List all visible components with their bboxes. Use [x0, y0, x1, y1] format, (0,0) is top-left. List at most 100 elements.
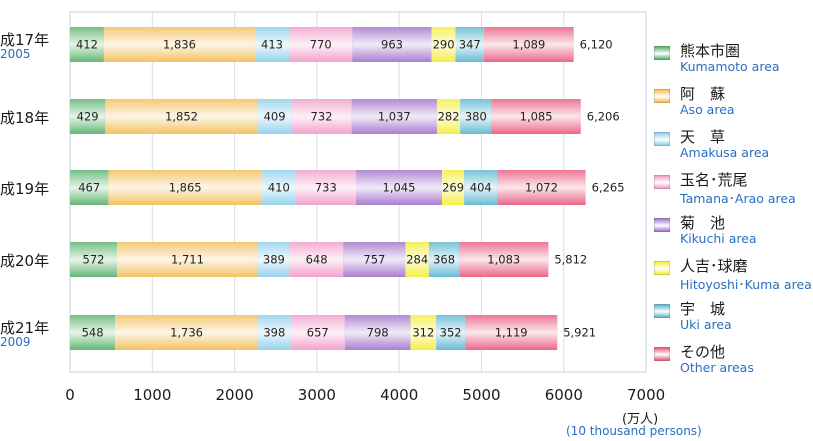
data-label: 1,072	[525, 181, 558, 195]
y-category-year: 2009	[0, 335, 31, 349]
legend-item: 菊 池 Kikuchi area	[652, 212, 812, 255]
x-axis-unit-jp: (万人)	[622, 412, 659, 427]
legend-swatch	[654, 132, 670, 146]
legend-label-en: Other areas	[680, 360, 754, 375]
bar-segment-highlight	[410, 315, 437, 350]
legend-item: 天 草 Amakusa area	[652, 126, 812, 169]
x-tick-label: 1000	[133, 386, 171, 404]
data-label: 798	[367, 326, 389, 340]
bar-segment-highlight	[459, 242, 549, 277]
data-label: 410	[268, 181, 290, 195]
bar-segment-highlight	[428, 242, 460, 277]
x-tick-label: 2000	[216, 386, 254, 404]
legend-label-jp: その他	[680, 343, 726, 361]
data-label: 572	[83, 253, 105, 267]
bar-segment-highlight	[105, 99, 258, 134]
total-label: 5,812	[554, 253, 587, 267]
legend-label-jp: 阿 蘇	[680, 85, 726, 103]
bar-segment-highlight	[289, 27, 353, 62]
data-label: 657	[307, 326, 329, 340]
data-label: 1,085	[520, 110, 553, 124]
bar-segment-highlight	[115, 315, 258, 350]
data-label: 1,089	[512, 38, 545, 52]
bar-segment-highlight	[352, 27, 432, 62]
legend-label-en: Amakusa area	[680, 145, 770, 160]
y-category-label: 成18年	[0, 109, 50, 127]
bar-segment-highlight	[484, 27, 574, 62]
y-category-year: 2005	[0, 47, 31, 61]
data-label: 312	[412, 326, 434, 340]
bar-segment-highlight	[491, 99, 581, 134]
bar-segment-highlight	[289, 242, 344, 277]
legend-label-en: Kikuchi area	[680, 231, 757, 246]
legend-swatch	[654, 46, 670, 60]
data-label: 413	[261, 38, 283, 52]
bar-segment-highlight	[441, 170, 465, 205]
legend-swatch	[654, 175, 670, 189]
y-category-label: 成20年	[0, 252, 50, 270]
y-category-label: 成21年	[0, 319, 50, 337]
legend-label-jp: 熊本市圏	[680, 42, 741, 60]
data-label: 1,836	[163, 38, 196, 52]
data-label: 404	[470, 181, 492, 195]
legend-label-en: Kumamoto area	[680, 59, 780, 74]
data-label: 548	[82, 326, 104, 340]
bar-segment-highlight	[295, 170, 356, 205]
bar-segment-highlight	[405, 242, 429, 277]
x-axis-unit-en: (10 thousand persons)	[566, 424, 702, 438]
data-label: 732	[311, 110, 333, 124]
total-label: 6,265	[592, 181, 625, 195]
data-label: 963	[381, 38, 403, 52]
data-label: 409	[264, 110, 286, 124]
total-label: 5,921	[563, 326, 596, 340]
legend-item: 阿 蘇 Aso area	[652, 83, 812, 126]
data-label: 648	[306, 253, 328, 267]
bar-segment-highlight	[257, 315, 291, 350]
data-label: 380	[465, 110, 487, 124]
data-label: 757	[363, 253, 385, 267]
legend-swatch	[654, 261, 670, 275]
data-label: 1,037	[378, 110, 411, 124]
data-label: 1,711	[171, 253, 204, 267]
bar-segment-highlight	[108, 170, 262, 205]
bar-segment-highlight	[291, 99, 352, 134]
bar-segment-highlight	[497, 170, 586, 205]
x-tick-label: 0	[65, 386, 75, 404]
bar-segment-highlight	[355, 170, 442, 205]
legend-swatch	[654, 89, 670, 103]
data-label: 282	[438, 110, 460, 124]
data-label: 398	[263, 326, 285, 340]
y-category-label: 成19年	[0, 180, 50, 198]
data-label: 1,852	[165, 110, 198, 124]
data-label: 389	[263, 253, 285, 267]
data-label: 1,736	[170, 326, 203, 340]
data-label: 733	[315, 181, 337, 195]
legend-item: 熊本市圏 Kumamoto area	[652, 40, 812, 83]
data-label: 347	[459, 38, 481, 52]
x-tick-label: 5000	[462, 386, 500, 404]
bar-segment-highlight	[257, 99, 292, 134]
bar-segment-highlight	[464, 170, 498, 205]
bar-segment-highlight	[261, 170, 296, 205]
bar-segment-highlight	[436, 315, 466, 350]
legend-swatch	[654, 304, 670, 318]
legend-item: 玉名･荒尾 Tamana･Arao area	[652, 169, 812, 212]
bar-segment-highlight	[344, 315, 411, 350]
x-tick-label: 4000	[380, 386, 418, 404]
bar-segment-highlight	[290, 315, 345, 350]
bar-segment-highlight	[436, 99, 461, 134]
data-label: 368	[433, 253, 455, 267]
x-tick-label: 6000	[545, 386, 583, 404]
x-tick-label: 3000	[298, 386, 336, 404]
bar-segment-highlight	[117, 242, 258, 277]
data-label: 352	[440, 326, 462, 340]
legend-label-jp: 菊 池	[680, 214, 726, 232]
bar-segment-highlight	[343, 242, 406, 277]
data-label: 412	[76, 38, 98, 52]
bar-segment-highlight	[70, 315, 116, 350]
data-label: 1,119	[495, 326, 528, 340]
legend-label-jp: 天 草	[680, 128, 726, 146]
data-label: 290	[433, 38, 455, 52]
data-label: 467	[78, 181, 100, 195]
bar-segment-highlight	[460, 99, 492, 134]
